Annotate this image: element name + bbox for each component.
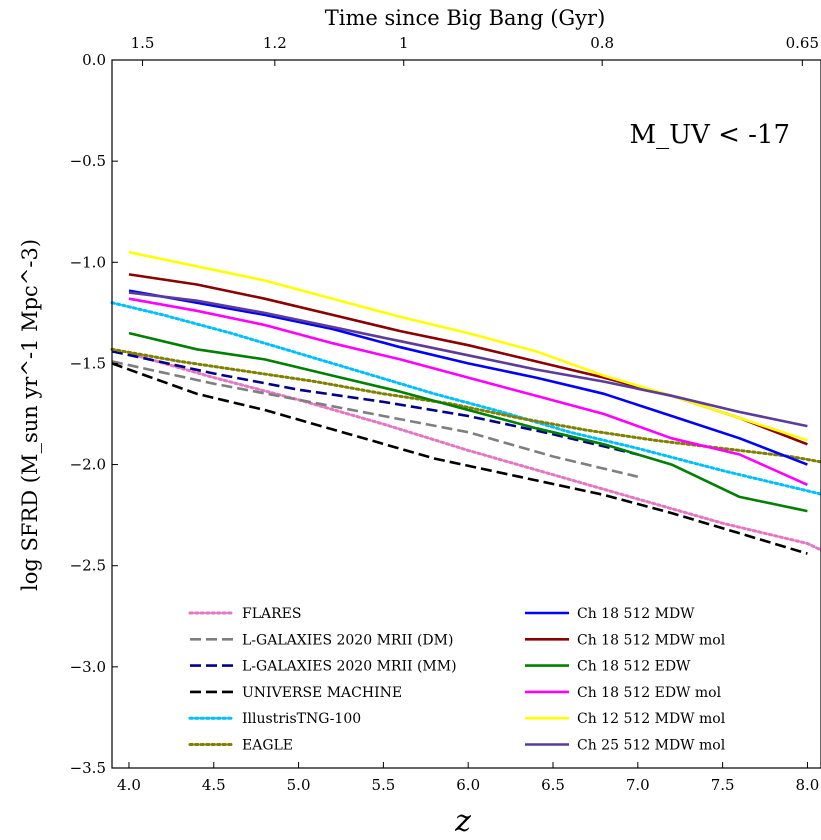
top-tick-label: 1.5 [131,34,155,52]
legend-label-ch-25-512-mdw-mol: Ch 25 512 MDW mol [577,738,726,754]
legend-label-ch-18-512-edw-mol: Ch 18 512 EDW mol [577,685,722,701]
legend-label-eagle: EAGLE [242,738,293,754]
magnitude-annotation: M_UV < -17 [630,120,791,150]
y-tick-label: −2.5 [70,557,106,575]
legend-label-l-galaxies-2020-mrii-dm: L-GALAXIES 2020 MRII (DM) [242,632,453,648]
series-line-ch-18-512-mdw-mol [128,273,808,446]
x-tick-label: 6.5 [541,776,565,794]
series-line-ch-12-512-mdw-mol [128,250,808,442]
series-line-l-galaxies-2020-mrii-dm [111,360,639,478]
legend-label-ch-18-512-mdw-mol: Ch 18 512 MDW mol [577,632,726,648]
x-tick-label: 8.0 [796,776,820,794]
x-tick-label: 4.0 [117,776,141,794]
y-axis-title: log SFRD (M_sun yr^-1 Mpc^-3) [18,239,42,591]
series-line-l-galaxies-2020-mrii-mm [111,350,639,456]
y-tick-label: −1.5 [70,354,106,372]
series-line-eagle [110,347,821,464]
y-tick-label: −3.5 [70,759,106,777]
series-line-illustristng-100 [110,301,821,496]
legend: FLARES L-GALAXIES 2020 MRII (DM) L-GALAXIE… [188,606,726,754]
y-tick-label: −0.5 [70,152,106,170]
series-line-universe-machine [111,362,808,555]
top-tick-label: 0.65 [786,34,819,52]
x-tick-label: 7.0 [626,776,650,794]
x-tick-label: 4.5 [202,776,226,794]
y-tick-label: 0.0 [82,51,106,69]
x-axis: 4.0 4.5 5.0 5.5 6.0 6.5 7.0 7.5 8.0 [117,762,819,794]
x-tick-label: 5.5 [371,776,395,794]
legend-label-universe-machine: UNIVERSE MACHINE [242,685,402,701]
y-tick-label: −3.0 [70,658,106,676]
legend-label-l-galaxies-2020-mrii-mm: L-GALAXIES 2020 MRII (MM) [242,659,457,675]
legend-label-ch-18-512-mdw: Ch 18 512 MDW [577,606,695,622]
series-line-flares [127,351,821,552]
x-tick-label: 6.0 [456,776,480,794]
series-line-ch-18-512-edw-mol [128,297,808,486]
y-tick-label: −2.0 [70,456,106,474]
top-axis: 1.5 1.2 1 0.8 0.65 [131,34,819,66]
y-tick-label: −1.0 [70,253,106,271]
top-tick-label: 1 [399,34,409,52]
plot-frame [111,59,821,769]
legend-label-illustristng-100: IllustrisTNG-100 [242,711,361,727]
legend-label-flares: FLARES [242,606,301,622]
top-tick-label: 1.2 [263,34,287,52]
series-line-ch-18-512-edw [128,331,808,513]
series-line-ch-18-512-mdw [128,289,808,466]
x-axis-title: z [454,804,471,839]
y-axis: 0.0 −0.5 −1.0 −1.5 −2.0 −2.5 −3.0 −3.5 [70,51,118,777]
top-tick-label: 0.8 [590,34,614,52]
x-tick-label: 5.0 [287,776,311,794]
top-axis-title: Time since Big Bang (Gyr) [325,6,606,30]
x-tick-label: 7.5 [711,776,735,794]
series-line-ch-25-512-mdw-mol [128,291,808,428]
legend-label-ch-12-512-mdw-mol: Ch 12 512 MDW mol [577,711,726,727]
legend-label-ch-18-512-edw: Ch 18 512 EDW [577,659,691,675]
plot-lines [110,250,821,555]
